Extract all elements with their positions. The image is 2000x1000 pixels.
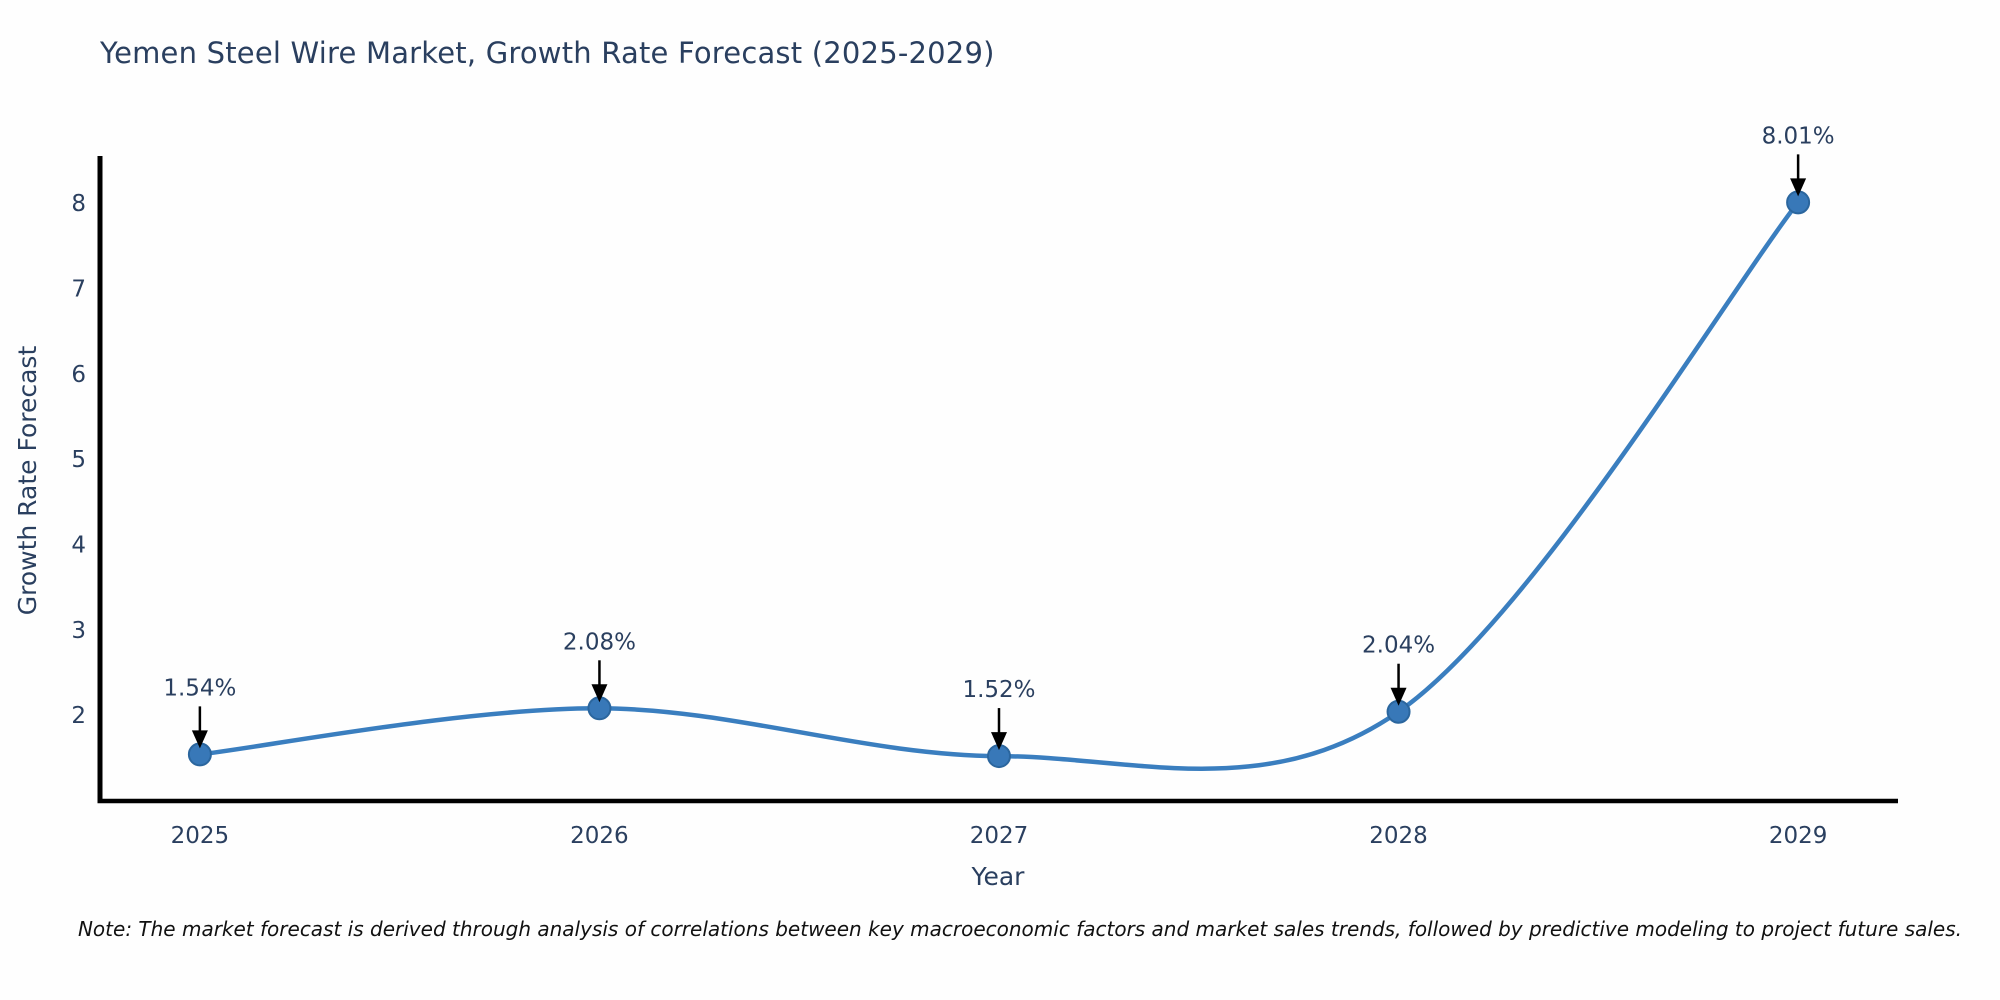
- y-tick-label: 4: [71, 532, 86, 558]
- y-tick-label: 8: [71, 191, 86, 217]
- y-tick-label: 7: [71, 277, 86, 303]
- annotation-label: 1.54%: [163, 675, 236, 701]
- y-tick-label: 2: [71, 703, 86, 729]
- footnote: Note: The market forecast is derived thr…: [77, 917, 1963, 941]
- annotation-arrowhead: [1390, 687, 1407, 706]
- y-tick-label: 5: [71, 447, 86, 473]
- x-tick-label: 2026: [570, 823, 629, 849]
- annotation-arrowhead: [191, 730, 208, 749]
- y-axis-title: Growth Rate Forecast: [13, 346, 42, 616]
- x-tick-label: 2027: [970, 823, 1029, 849]
- annotation-label: 2.04%: [1362, 633, 1435, 659]
- annotation-arrowhead: [990, 732, 1007, 751]
- line-series: [197, 200, 1801, 771]
- x-tick-label: 2028: [1369, 823, 1428, 849]
- annotation-arrowhead: [1790, 178, 1807, 197]
- chart-title: Yemen Steel Wire Market, Growth Rate For…: [100, 36, 995, 70]
- y-tick-label: 6: [71, 362, 86, 388]
- annotation-label: 2.08%: [563, 629, 636, 655]
- annotation-arrowhead: [591, 684, 608, 703]
- y-tick-label: 3: [71, 618, 86, 644]
- x-axis-title: Year: [971, 862, 1026, 891]
- x-tick-label: 2025: [171, 823, 230, 849]
- annotation-label: 1.52%: [962, 677, 1035, 703]
- x-tick-label: 2029: [1769, 823, 1828, 849]
- annotation-label: 8.01%: [1762, 123, 1835, 149]
